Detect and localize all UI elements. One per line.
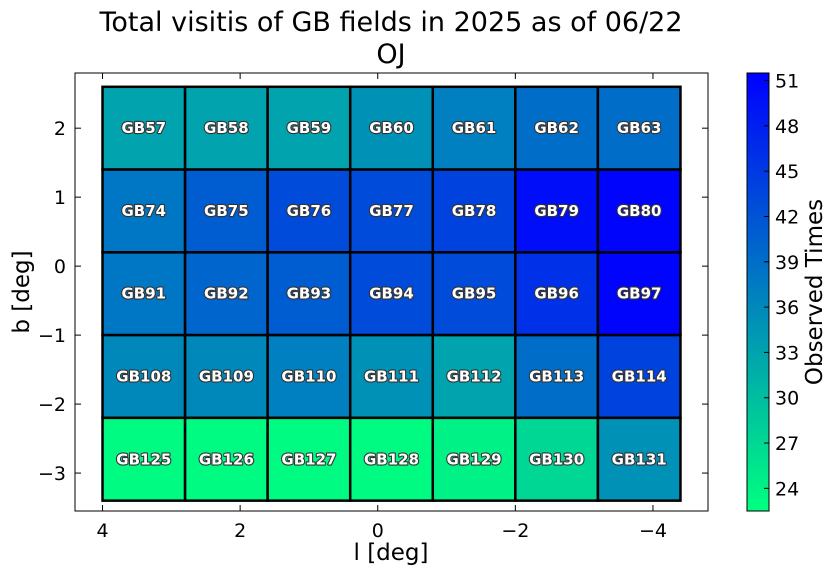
- cell-label-gb112: GB112: [447, 367, 502, 385]
- heatmap-cell-gb75: [183, 168, 269, 254]
- colorbar-tick-label: 42: [775, 206, 799, 228]
- cell-label-gb80: GB80: [617, 202, 662, 220]
- heatmap-cell-gb126: [183, 416, 269, 502]
- colorbar-tick-label: 27: [775, 433, 799, 455]
- y-tick-label: −1: [38, 325, 66, 347]
- heatmap-cell-gb79: [514, 168, 600, 254]
- heatmap-cell-gb96: [514, 251, 600, 337]
- cell-label-gb125: GB125: [116, 450, 171, 468]
- cell-label-gb79: GB79: [534, 202, 579, 220]
- y-tick-label: 2: [54, 118, 66, 140]
- colorbar-tick-label: 33: [775, 342, 799, 364]
- cell-label-gb94: GB94: [369, 285, 414, 303]
- x-tick-label: 2: [234, 520, 246, 542]
- colorbar-tick-label: 30: [775, 388, 799, 410]
- x-axis-label: l [deg]: [354, 540, 429, 566]
- cell-label-gb91: GB91: [121, 285, 166, 303]
- x-tick-label: −4: [639, 520, 667, 542]
- heatmap-cell-gb77: [348, 168, 435, 254]
- heatmap-cells: GB57 GB58 GB59 GB60 GB61 GB62 GB63 GB74 GB75 GB76…: [101, 85, 682, 502]
- cell-label-gb59: GB59: [287, 119, 332, 137]
- colorbar: [746, 72, 770, 512]
- y-axis-ticks: 2 1 0 −1 −2 −3: [38, 118, 708, 485]
- y-tick-label: 1: [54, 187, 66, 209]
- heatmap-cell-gb129: [431, 416, 517, 502]
- heatmap-cell-gb92: [183, 251, 269, 337]
- chart-subtitle: OJ: [376, 39, 405, 70]
- cell-label-gb93: GB93: [287, 285, 332, 303]
- cell-label-gb109: GB109: [199, 367, 254, 385]
- cell-label-gb74: GB74: [121, 202, 166, 220]
- y-tick-label: −2: [38, 394, 66, 416]
- x-tick-label: 4: [96, 520, 108, 542]
- cell-label-gb62: GB62: [534, 119, 579, 137]
- cell-label-gb76: GB76: [287, 202, 332, 220]
- heatmap-cell-gb108: [101, 333, 187, 420]
- heatmap-cell-gb95: [431, 251, 517, 337]
- colorbar-tick-label: 36: [775, 297, 799, 319]
- cell-label-gb128: GB128: [364, 450, 419, 468]
- y-tick-label: 0: [54, 256, 66, 278]
- colorbar-tick-label: 45: [775, 161, 799, 183]
- heatmap-cell-gb61: [431, 85, 517, 171]
- cell-label-gb110: GB110: [281, 367, 336, 385]
- colorbar-tick-label: 48: [775, 116, 799, 138]
- cell-label-gb129: GB129: [447, 450, 502, 468]
- colorbar-ticks: 24 27 30 33 36 39 42 45 48 51: [764, 71, 799, 500]
- cell-label-gb131: GB131: [612, 450, 667, 468]
- cell-label-gb92: GB92: [204, 285, 249, 303]
- x-tick-label: −2: [501, 520, 529, 542]
- cell-label-gb58: GB58: [204, 119, 249, 137]
- heatmap-cell-gb114: [596, 333, 682, 420]
- cell-label-gb96: GB96: [534, 285, 579, 303]
- colorbar-tick-label: 39: [775, 252, 799, 274]
- x-tick-label: 0: [372, 520, 384, 542]
- cell-label-gb61: GB61: [452, 119, 497, 137]
- heatmap-cell-gb112: [431, 333, 517, 420]
- colorbar-label: Observed Times: [802, 199, 828, 385]
- heatmap-cell-gb57: [101, 85, 187, 171]
- cell-label-gb111: GB111: [364, 367, 419, 385]
- heatmap-cell-gb63: [596, 85, 682, 171]
- y-axis-label: b [deg]: [9, 250, 35, 333]
- heatmap-cell-gb97: [596, 251, 682, 337]
- colorbar-tick-label: 51: [775, 71, 799, 93]
- colorbar-tick-label: 24: [775, 478, 799, 500]
- cell-label-gb126: GB126: [199, 450, 254, 468]
- cell-label-gb108: GB108: [116, 367, 171, 385]
- heatmap-cell-gb91: [101, 251, 187, 337]
- cell-label-gb113: GB113: [529, 367, 584, 385]
- cell-label-gb60: GB60: [369, 119, 414, 137]
- chart-title: Total visitis of GB fields in 2025 as of…: [98, 7, 682, 38]
- y-tick-label: −3: [38, 463, 66, 485]
- cell-label-gb97: GB97: [617, 285, 662, 303]
- heatmap-cell-gb131: [596, 416, 682, 502]
- x-axis-ticks: 4 2 0 −2 −4: [96, 73, 667, 542]
- cell-label-gb77: GB77: [369, 202, 414, 220]
- cell-label-gb57: GB57: [121, 119, 166, 137]
- cell-label-gb114: GB114: [612, 367, 667, 385]
- cell-label-gb78: GB78: [452, 202, 497, 220]
- heatmap-cell-gb94: [348, 251, 435, 337]
- cell-label-gb127: GB127: [281, 450, 336, 468]
- cell-label-gb95: GB95: [452, 285, 497, 303]
- cell-label-gb130: GB130: [529, 450, 584, 468]
- cell-label-gb75: GB75: [204, 202, 249, 220]
- cell-label-gb63: GB63: [617, 119, 662, 137]
- heatmap-cell-gb130: [514, 416, 600, 502]
